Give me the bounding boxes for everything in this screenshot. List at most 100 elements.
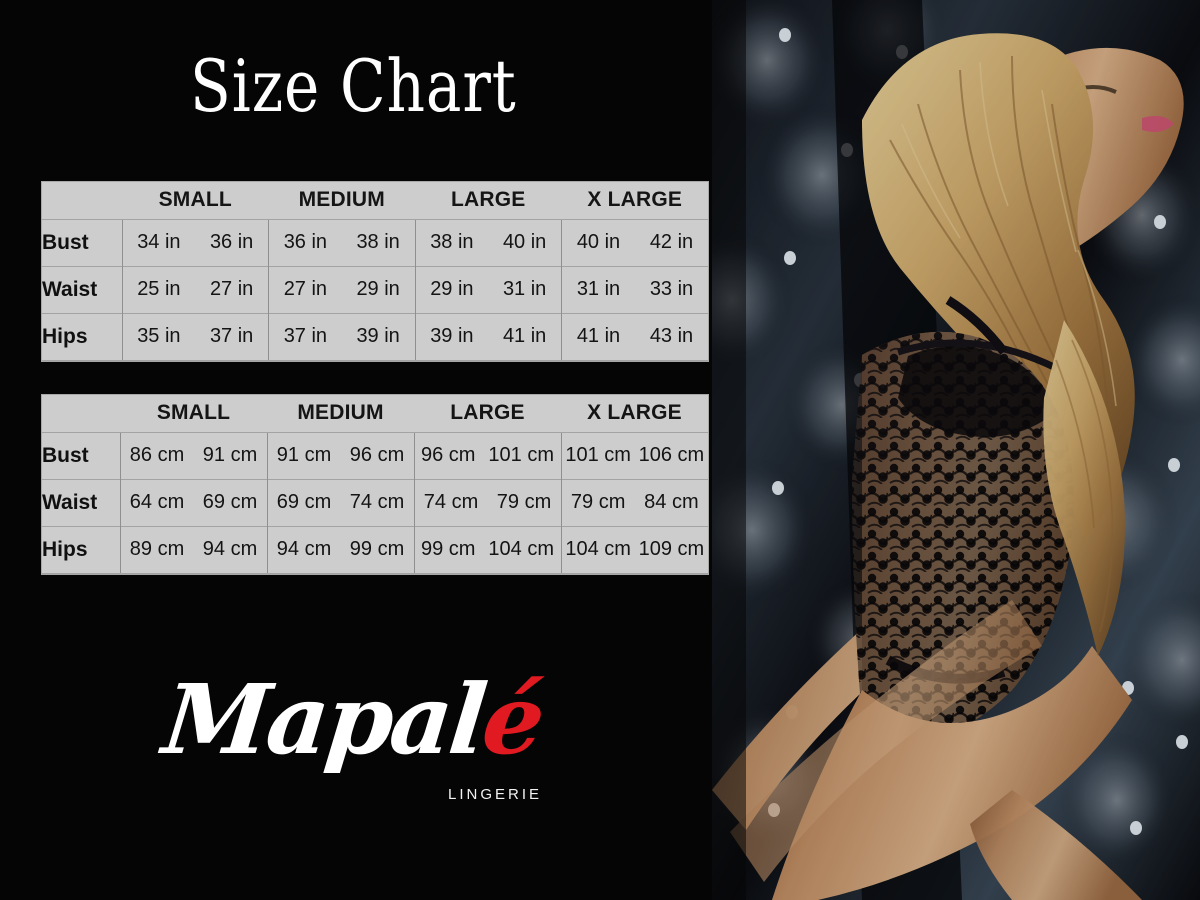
cell-hips-xlarge: 41 in 43 in bbox=[561, 312, 708, 361]
value-max: 74 cm bbox=[349, 491, 405, 513]
value-max: 69 cm bbox=[202, 491, 258, 513]
cell-waist-xlarge: 79 cm 84 cm bbox=[561, 478, 708, 526]
value-min: 99 cm bbox=[420, 538, 476, 560]
value-min: 34 in bbox=[137, 231, 181, 253]
column-header-large: LARGE bbox=[414, 395, 561, 433]
table-header-row: SMALL MEDIUM LARGE X LARGE bbox=[42, 395, 708, 433]
value-min: 94 cm bbox=[276, 538, 332, 560]
value-max: 36 in bbox=[209, 231, 254, 253]
table-row: Bust 34 in 36 in 36 in 38 in 38 in 40 in 40… bbox=[42, 218, 708, 266]
cell-hips-large: 39 in 41 in bbox=[415, 312, 562, 361]
value-min: 36 in bbox=[283, 231, 328, 253]
cell-hips-large: 99 cm 104 cm bbox=[414, 525, 562, 574]
value-min: 29 in bbox=[430, 278, 474, 300]
column-header-xlarge: X LARGE bbox=[561, 395, 708, 433]
cell-hips-xlarge: 104 cm 109 cm bbox=[561, 525, 708, 574]
cell-bust-xlarge: 101 cm 106 cm bbox=[561, 431, 708, 479]
value-min: 31 in bbox=[576, 278, 621, 300]
value-min: 27 in bbox=[283, 278, 328, 300]
cell-waist-large: 29 in 31 in bbox=[415, 265, 562, 313]
value-min: 86 cm bbox=[129, 444, 185, 466]
cell-hips-small: 35 in 37 in bbox=[122, 312, 269, 361]
table-row: Hips 35 in 37 in 37 in 39 in 39 in 41 in 41… bbox=[42, 312, 708, 361]
table-header-row: SMALL MEDIUM LARGE X LARGE bbox=[42, 182, 708, 220]
row-label-hips: Hips bbox=[42, 525, 121, 574]
column-header-medium: MEDIUM bbox=[268, 182, 415, 220]
value-max: 101 cm bbox=[488, 444, 555, 466]
row-label-bust: Bust bbox=[42, 431, 121, 479]
brand-name-accent: é bbox=[477, 663, 548, 776]
cell-waist-large: 74 cm 79 cm bbox=[414, 478, 562, 526]
model-photo bbox=[712, 0, 1200, 900]
column-header-small: SMALL bbox=[120, 395, 267, 433]
cell-hips-small: 89 cm 94 cm bbox=[120, 525, 268, 574]
value-min: 74 cm bbox=[423, 491, 479, 513]
value-min: 39 in bbox=[430, 325, 474, 347]
value-max: 43 in bbox=[649, 325, 694, 347]
brand-wordmark: Mapalé bbox=[158, 663, 547, 776]
value-min: 79 cm bbox=[570, 491, 626, 513]
value-min: 37 in bbox=[283, 325, 328, 347]
column-header-small: SMALL bbox=[122, 182, 269, 220]
cell-waist-xlarge: 31 in 33 in bbox=[561, 265, 708, 313]
cell-bust-xlarge: 40 in 42 in bbox=[561, 218, 708, 266]
value-max: 29 in bbox=[356, 278, 400, 300]
value-max: 106 cm bbox=[638, 444, 705, 466]
cell-bust-large: 38 in 40 in bbox=[415, 218, 562, 266]
value-min: 101 cm bbox=[565, 444, 631, 466]
cell-waist-medium: 27 in 29 in bbox=[268, 265, 416, 313]
table-row: Hips 89 cm 94 cm 94 cm 99 cm 99 cm 104 cm 1… bbox=[42, 525, 708, 574]
model-figure bbox=[712, 33, 1184, 900]
value-min: 35 in bbox=[137, 325, 181, 347]
value-max: 33 in bbox=[649, 278, 694, 300]
column-header-xlarge: X LARGE bbox=[561, 182, 708, 220]
value-min: 96 cm bbox=[420, 444, 476, 466]
row-label-hips: Hips bbox=[42, 312, 123, 361]
value-min: 25 in bbox=[137, 278, 181, 300]
cell-hips-medium: 94 cm 99 cm bbox=[267, 525, 415, 574]
row-label-bust: Bust bbox=[42, 218, 123, 266]
value-max: 40 in bbox=[502, 231, 547, 253]
cell-waist-small: 25 in 27 in bbox=[122, 265, 269, 313]
cell-bust-small: 34 in 36 in bbox=[122, 218, 269, 266]
value-max: 27 in bbox=[209, 278, 254, 300]
value-max: 41 in bbox=[502, 325, 547, 347]
value-max: 42 in bbox=[649, 231, 694, 253]
value-max: 38 in bbox=[356, 231, 400, 253]
value-max: 99 cm bbox=[349, 538, 405, 560]
brand-name-main: Mapal bbox=[158, 663, 490, 776]
column-header-medium: MEDIUM bbox=[267, 395, 414, 433]
row-label-waist: Waist bbox=[42, 265, 123, 313]
table-corner-cell bbox=[42, 395, 120, 433]
table-row: Waist 64 cm 69 cm 69 cm 74 cm 74 cm 79 cm 7… bbox=[42, 478, 708, 526]
value-min: 69 cm bbox=[276, 491, 332, 513]
cell-bust-small: 86 cm 91 cm bbox=[120, 431, 268, 479]
value-max: 84 cm bbox=[644, 491, 699, 513]
size-table-inches: SMALL MEDIUM LARGE X LARGE Bust 34 in 36 … bbox=[42, 182, 708, 361]
value-max: 39 in bbox=[356, 325, 400, 347]
value-max: 94 cm bbox=[202, 538, 258, 560]
value-min: 41 in bbox=[576, 325, 621, 347]
value-max: 37 in bbox=[209, 325, 254, 347]
size-table-centimeters: SMALL MEDIUM LARGE X LARGE Bust 86 cm 91 … bbox=[42, 395, 708, 574]
value-min: 89 cm bbox=[129, 538, 185, 560]
table-row: Waist 25 in 27 in 27 in 29 in 29 in 31 in 3… bbox=[42, 265, 708, 313]
table-corner-cell bbox=[42, 182, 122, 220]
value-max: 109 cm bbox=[638, 538, 705, 560]
value-min: 38 in bbox=[430, 231, 474, 253]
value-max: 96 cm bbox=[349, 444, 405, 466]
page-title: Size Chart bbox=[190, 44, 517, 128]
cell-waist-medium: 69 cm 74 cm bbox=[267, 478, 415, 526]
brand-logo: Mapalé LINGERIE bbox=[150, 660, 570, 820]
value-min: 64 cm bbox=[129, 491, 185, 513]
cell-hips-medium: 37 in 39 in bbox=[268, 312, 416, 361]
value-max: 31 in bbox=[502, 278, 547, 300]
value-min: 91 cm bbox=[276, 444, 332, 466]
value-min: 40 in bbox=[576, 231, 621, 253]
brand-tagline: LINGERIE bbox=[448, 786, 543, 803]
model-photo-illustration bbox=[712, 0, 1200, 900]
table-row: Bust 86 cm 91 cm 91 cm 96 cm 96 cm 101 cm 1… bbox=[42, 431, 708, 479]
value-max: 104 cm bbox=[488, 538, 555, 560]
cell-bust-large: 96 cm 101 cm bbox=[414, 431, 562, 479]
